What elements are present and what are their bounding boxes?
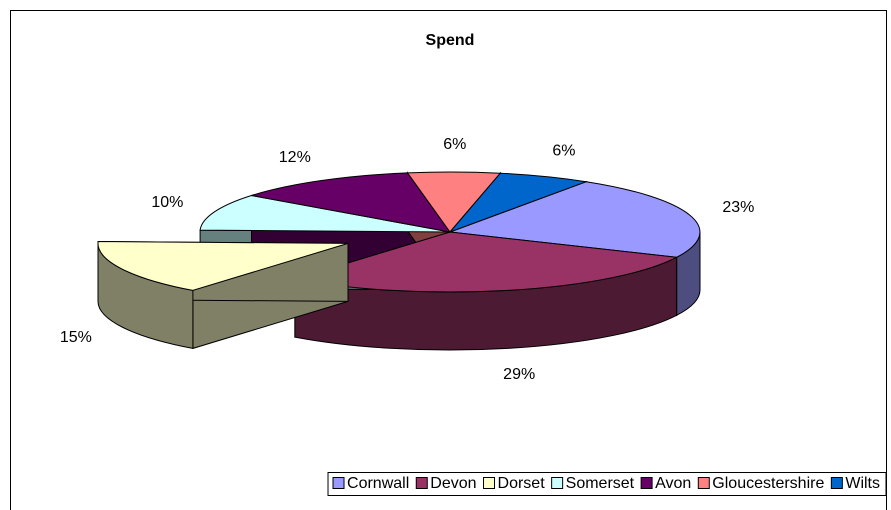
legend-label: Cornwall	[347, 475, 409, 492]
data-label: 29%	[503, 366, 535, 383]
slice	[449, 181, 701, 258]
slice	[199, 194, 451, 233]
legend-swatch	[415, 477, 428, 489]
slice	[251, 172, 452, 233]
legend-label: Dorset	[498, 475, 546, 492]
legend-swatch	[332, 477, 345, 489]
data-label: 15%	[60, 329, 92, 346]
legend-label: Wilts	[845, 475, 880, 492]
legend-swatch	[551, 477, 564, 489]
legend-label: Devon	[430, 475, 476, 492]
data-label: 6%	[443, 136, 466, 153]
legend-swatch	[697, 477, 710, 489]
legend-label: Somerset	[566, 475, 635, 492]
legend-label: Avon	[655, 475, 691, 492]
legend-label: Gloucestershire	[712, 475, 824, 492]
slice	[97, 240, 349, 291]
legend-box	[327, 472, 887, 496]
data-label: 12%	[279, 149, 311, 166]
legend: Cornwall Devon Dorset Somerset Avon Glouceste…	[327, 472, 887, 496]
data-label: 6%	[552, 143, 575, 160]
chart-title: Spend	[426, 32, 475, 49]
legend-swatch	[830, 477, 843, 489]
data-label: 10%	[151, 194, 183, 211]
legend-swatch	[483, 477, 496, 489]
legend-swatch	[640, 477, 653, 489]
slice	[448, 172, 589, 234]
data-label: 23%	[722, 199, 754, 216]
